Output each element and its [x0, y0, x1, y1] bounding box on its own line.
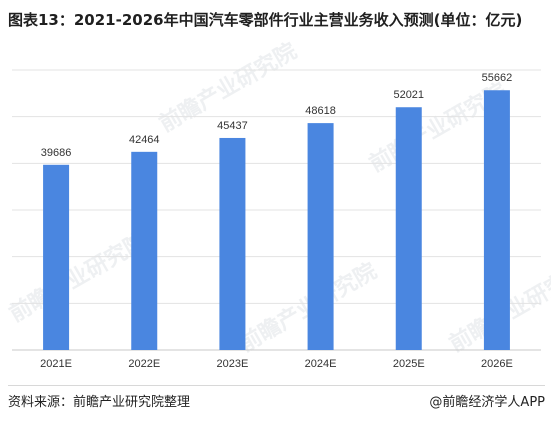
data-label: 48618 — [305, 105, 336, 117]
bar — [395, 107, 422, 350]
x-tick-label: 2022E — [128, 358, 160, 370]
x-tick-label: 2025E — [393, 358, 425, 370]
source-note: 资料来源：前瞻产业研究院整理 — [8, 395, 191, 410]
x-tick-label: 2024E — [305, 358, 337, 370]
x-tick-label: 2026E — [481, 358, 513, 370]
bar — [43, 164, 70, 350]
bar — [483, 90, 510, 350]
data-label: 42464 — [129, 134, 160, 146]
brand-note: @前瞻经济学人APP — [429, 395, 545, 410]
x-tick-label: 2021E — [40, 358, 72, 370]
footer-divider — [8, 385, 545, 386]
bar — [307, 123, 334, 350]
x-tick-label: 2023E — [217, 358, 249, 370]
chart-title: 图表13：2021-2026年中国汽车零部件行业主营业务收入预测(单位：亿元) — [8, 11, 523, 29]
data-label: 39686 — [41, 147, 72, 159]
data-label: 52021 — [393, 89, 424, 101]
bar — [131, 151, 158, 350]
data-label: 55662 — [482, 72, 513, 84]
data-label: 45437 — [217, 120, 248, 132]
bar — [219, 137, 246, 350]
